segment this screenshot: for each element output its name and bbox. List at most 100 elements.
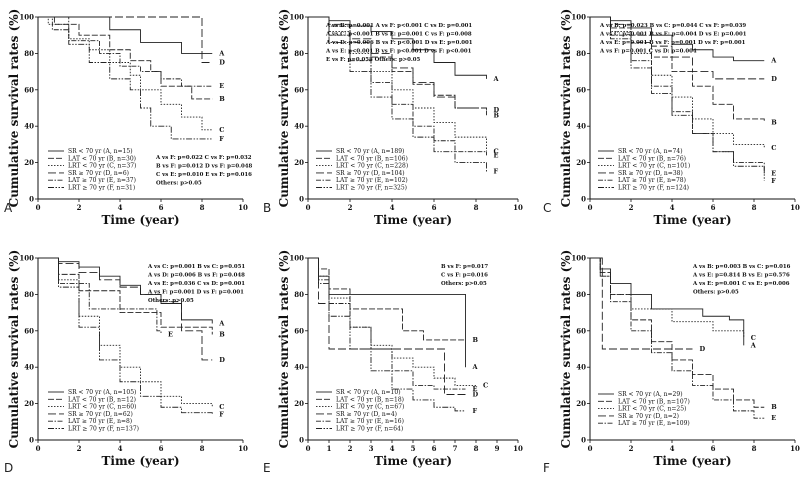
legend-entry: LRT < 70 yr (C, n=67): [336, 404, 404, 411]
y-tick-label: 0: [29, 195, 34, 204]
x-tick-label: 1: [327, 444, 332, 453]
curve-end-label: A: [493, 75, 500, 83]
legend-entry: SR < 70 yr (A, n=105): [68, 389, 136, 396]
stats-block: A vs C: p=0.001 B vs C: p=0.051 A vs D: p…: [147, 264, 245, 304]
legend-entry: LAT ≥ 70 yr (E, n=109): [618, 420, 690, 427]
curve-end-label: A: [770, 57, 777, 65]
x-tick-label: 0: [36, 203, 41, 212]
x-tick-label: 0: [588, 203, 593, 212]
x-tick-label: 6: [711, 203, 716, 212]
x-tick-label: 10: [790, 203, 800, 212]
y-tick-label: 0: [299, 195, 304, 204]
stats-line: A vs F: p=0.022 C vs F: p=0.032: [155, 155, 252, 161]
x-tick-label: 4: [118, 203, 123, 212]
x-tick-label: 8: [474, 203, 479, 212]
legend: SR < 70 yr (A, n=15)LAT < 70 yr (B, n=30…: [48, 148, 136, 192]
legend-entry: SR ≥ 70 yr (D, n=4): [336, 411, 397, 418]
chart-panel-E: 0 20 40 60 80 100 0 1 2 3 4 5 6 7 8 9 10 Cumulative survi…: [263, 250, 523, 475]
y-tick-label: 80: [576, 49, 586, 58]
stats-line: B vs F: p=0.017: [441, 264, 488, 270]
x-tick-label: 8: [474, 444, 479, 453]
x-tick-label: 8: [752, 444, 757, 453]
legend-entry: LRT < 70 yr (C, n=37): [68, 163, 136, 170]
stats-line: A vs C: p=0.001 B vs E: p=0.004 D vs E: …: [599, 32, 747, 38]
survival-curve-a: [590, 16, 765, 62]
survival-curve-e: [308, 257, 466, 390]
curve-end-label: B: [219, 95, 225, 103]
survival-curve-d: [590, 257, 693, 350]
y-tick-label: 60: [576, 85, 586, 94]
curve-end-label: B: [771, 119, 777, 127]
y-tick-label: 0: [299, 436, 304, 445]
curve-end-label: C: [219, 126, 224, 134]
stats-block: B vs F: p=0.017 C vs F: p=0.016 Others: p>…: [441, 264, 488, 287]
legend-entry: SR < 70 yr (A, n=74): [618, 148, 683, 155]
y-tick-label: 80: [294, 290, 304, 299]
curve-end-label: C: [483, 381, 488, 389]
legend-entry: SR ≥ 70 yr (D, n=62): [68, 411, 133, 418]
y-tick-label: 0: [581, 195, 586, 204]
x-tick-label: 10: [513, 444, 523, 453]
x-tick-label: 6: [159, 444, 164, 453]
legend-entry: LRT < 70 yr (C, n=228): [336, 163, 408, 170]
survival-curve-b: [38, 16, 213, 100]
stats-line: A vs E: p=0.001 B vs F: p=0.001 D vs F: …: [599, 40, 746, 46]
legend-entry: LAT < 70 yr (B, n=12): [68, 396, 136, 403]
survival-curve-d: [38, 16, 213, 63]
curve-end-label: C: [494, 148, 499, 156]
y-tick-label: 100: [289, 254, 304, 263]
survival-curve-a: [308, 16, 487, 79]
stats-line: A vs C: p<0.001 B vs E: p=0.001 C vs F: …: [325, 32, 472, 38]
legend-entry: SR < 70 yr (A, n=15): [68, 148, 133, 155]
legend: SR < 70 yr (A, n=105)LAT < 70 yr (B, n=1…: [48, 389, 139, 433]
legend-entry: LAT ≥ 70 yr (E, n=37): [68, 177, 136, 184]
legend-entry: LAT ≥ 70 yr (E, n=78): [618, 177, 686, 184]
y-axis-label: Cumulative survival rates (%): [277, 9, 291, 208]
x-tick-label: 2: [348, 203, 353, 212]
y-tick-label: 20: [294, 158, 304, 167]
panel-letter: D: [4, 461, 13, 475]
legend-entry: LAT < 70 yr (B, n=30): [68, 155, 136, 162]
y-tick-label: 100: [571, 254, 586, 263]
panel-letter: F: [543, 461, 550, 475]
y-tick-label: 0: [29, 436, 34, 445]
legend-entry: LRT ≥ 70 yr (F, n=64): [336, 426, 403, 433]
curve-end-label: E: [219, 82, 224, 90]
y-tick-label: 20: [24, 158, 34, 167]
y-axis-label: Cumulative survival rates (%): [7, 250, 21, 449]
x-tick-label: 4: [390, 203, 395, 212]
curve-end-label: F: [473, 407, 478, 415]
stats-block: A vs B: p=0.023 B vs C: p=0.044 C vs F: …: [599, 23, 747, 55]
legend-entry: LRT < 70 yr (C, n=101): [618, 163, 690, 170]
chart-panel-A: 0 20 40 60 80 100 0 2 4 6 8 10 Cumulative survival r…: [4, 9, 253, 227]
x-axis-label: Time (year): [101, 454, 179, 468]
x-tick-label: 0: [588, 444, 593, 453]
panel-letter: A: [4, 201, 13, 215]
legend-entry: LAT ≥ 70 yr (E, n=8): [68, 418, 132, 425]
survival-curve-e: [590, 257, 765, 419]
stats-line: Others: p>0.05: [693, 290, 739, 296]
legend-entry: LRT ≥ 70 yr (F, n=137): [68, 426, 139, 433]
y-tick-label: 20: [576, 399, 586, 408]
x-tick-label: 0: [306, 203, 311, 212]
stats-block: A vs F: p=0.022 C vs F: p=0.032 B vs F: p…: [155, 155, 253, 187]
legend-entry: SR < 70 yr (A, n=29): [618, 391, 683, 398]
curve-end-label: D: [473, 391, 479, 399]
survival-curve-d: [590, 16, 765, 80]
y-tick-label: 20: [294, 399, 304, 408]
curve-end-label: D: [494, 106, 500, 114]
stats-line: A vs D: p=0.006 B vs F: p=0.048: [147, 273, 245, 279]
legend-entry: LAT ≥ 70 yr (E, n=102): [336, 177, 408, 184]
survival-curve-e: [38, 16, 213, 87]
legend-entry: LAT ≥ 70 yr (E, n=16): [336, 418, 404, 425]
y-tick-label: 40: [294, 122, 304, 131]
stats-line: A vs E: p=0.814 B vs E: p=0.576: [692, 273, 790, 279]
stats-line: A vs E: p=0.001 C vs E: p=0.006: [692, 281, 790, 287]
stats-line: B vs F: p=0.012 D vs F: p=0.048: [156, 164, 253, 170]
legend-entry: SR < 70 yr (A, n=10): [336, 389, 401, 396]
curve-end-label: F: [219, 135, 224, 143]
legend: SR < 70 yr (A, n=10)LAT < 70 yr (B, n=18…: [316, 389, 404, 433]
curve-end-label: B: [473, 336, 479, 344]
x-tick-label: 4: [670, 444, 675, 453]
y-tick-label: 60: [576, 326, 586, 335]
